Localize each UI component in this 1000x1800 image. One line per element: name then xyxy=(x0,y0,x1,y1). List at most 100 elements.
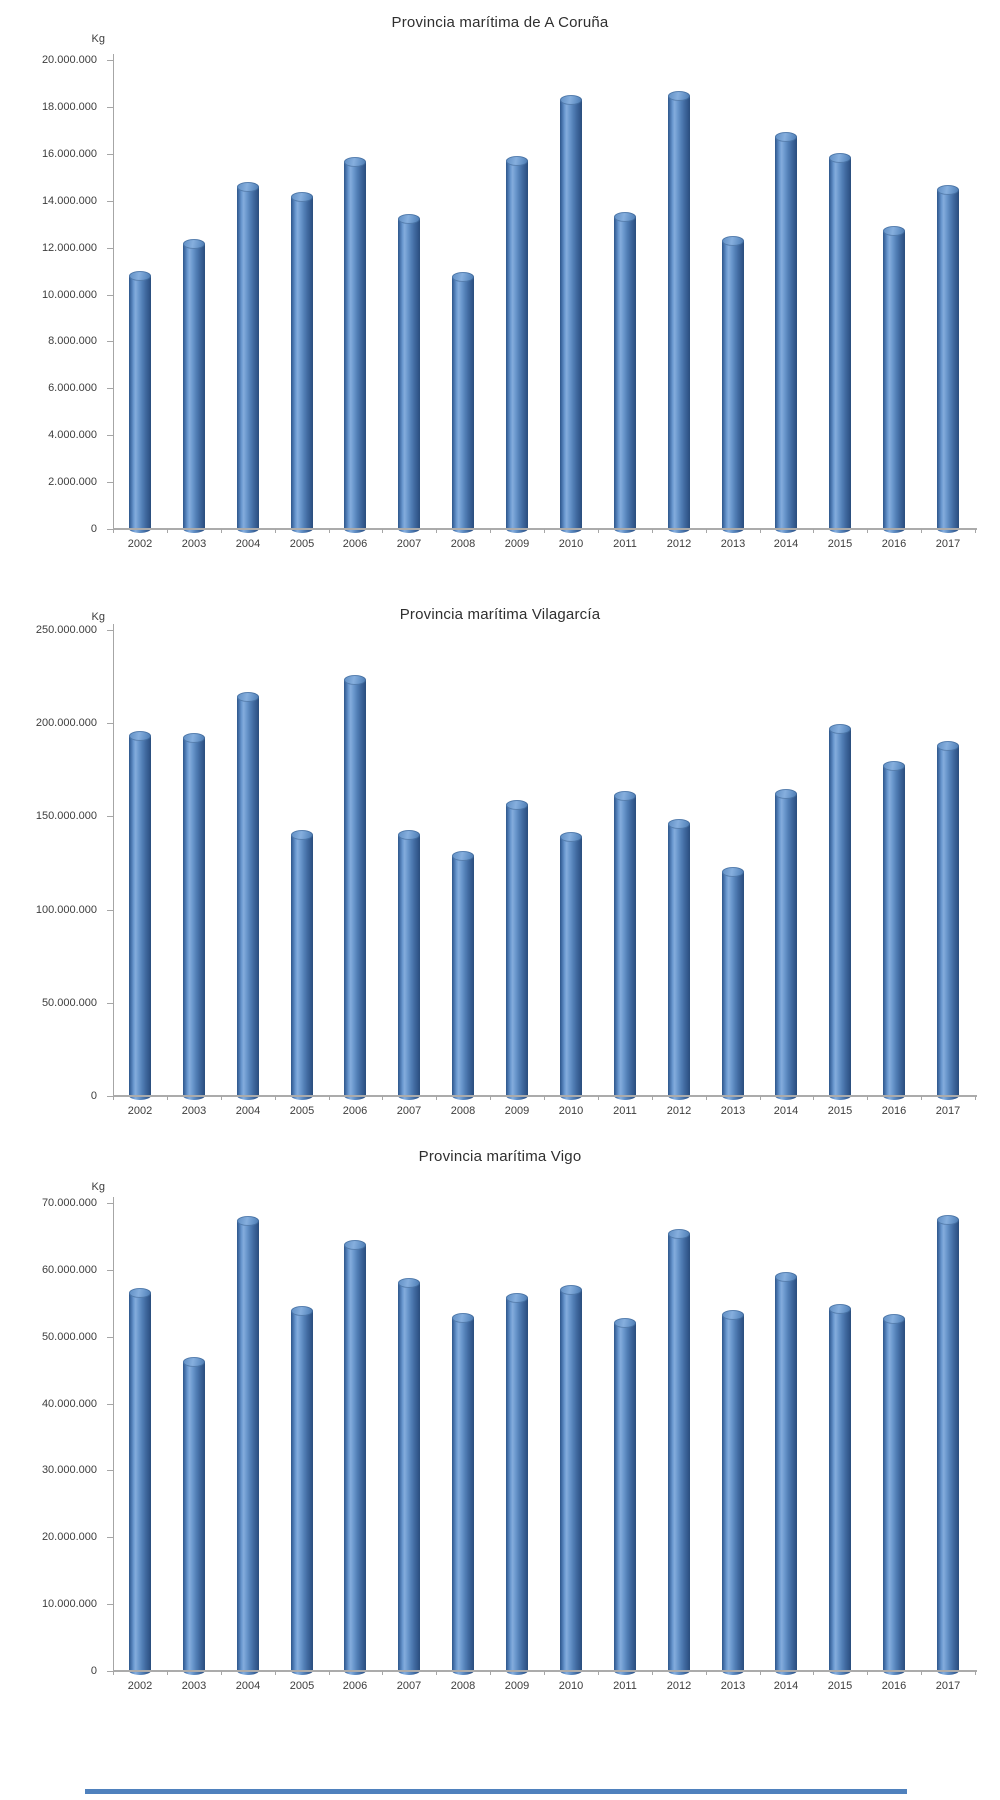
y-axis-line xyxy=(113,1197,114,1671)
bar-cylinder xyxy=(613,791,636,1100)
y-tick-label: 14.000.000 xyxy=(41,195,97,207)
x-axis-tick-mark xyxy=(329,1096,330,1100)
bar-top-cap xyxy=(937,741,960,751)
bar-top-cap xyxy=(613,791,636,801)
bar-top-cap xyxy=(452,1313,475,1323)
x-tick-label: 2012 xyxy=(666,538,692,550)
x-tick-label: 2014 xyxy=(773,1105,799,1117)
bar-cylinder xyxy=(290,830,313,1100)
bar-cylinder xyxy=(559,832,582,1100)
bar-top-cap xyxy=(344,1240,367,1250)
bar-cylinder xyxy=(559,1285,582,1675)
x-tick-label: 2005 xyxy=(289,1680,315,1692)
y-tick-label: 30.000.000 xyxy=(41,1464,97,1476)
bar-cylinder xyxy=(236,182,259,533)
bar-top-cap xyxy=(667,819,690,829)
bar-cylinder xyxy=(344,1240,367,1675)
y-axis-tick-mark xyxy=(107,1537,113,1538)
bar-cylinder xyxy=(559,95,582,533)
y-axis-line xyxy=(113,54,114,529)
y-axis-tick-mark xyxy=(107,60,113,61)
y-tick-label: 50.000.000 xyxy=(41,1331,97,1343)
y-axis-tick-mark xyxy=(107,341,113,342)
x-tick-label: 2017 xyxy=(935,1105,961,1117)
x-tick-label: 2013 xyxy=(720,1680,746,1692)
bar-top-cap xyxy=(506,156,529,166)
bar-top-cap xyxy=(182,1357,205,1367)
y-axis-unit-label: Kg xyxy=(91,33,105,45)
y-tick-label: 10.000.000 xyxy=(41,289,97,301)
bar-top-cap xyxy=(937,1215,960,1225)
bar-cylinder xyxy=(775,1272,798,1675)
bar-cylinder xyxy=(883,226,906,533)
x-tick-label: 2002 xyxy=(127,1680,153,1692)
x-axis-tick-mark xyxy=(867,1671,868,1675)
x-axis-tick-mark xyxy=(275,1671,276,1675)
x-tick-label: 2009 xyxy=(504,1105,530,1117)
y-tick-label: 18.000.000 xyxy=(41,101,97,113)
x-axis-tick-mark xyxy=(275,529,276,533)
x-tick-label: 2016 xyxy=(881,1680,907,1692)
bar-cylinder xyxy=(128,1288,151,1675)
bar-cylinder xyxy=(937,1215,960,1675)
bar-cylinder xyxy=(721,236,744,533)
bar-top-cap xyxy=(559,832,582,842)
x-axis-tick-mark xyxy=(382,1671,383,1675)
bar-cylinder xyxy=(721,867,744,1100)
bar-cylinder xyxy=(398,214,421,533)
x-axis-tick-mark xyxy=(652,1671,653,1675)
x-axis-tick-mark xyxy=(167,1671,168,1675)
x-axis-tick-mark xyxy=(975,1096,976,1100)
x-axis-tick-mark xyxy=(706,529,707,533)
y-axis-tick-mark xyxy=(107,201,113,202)
bar-top-cap xyxy=(182,239,205,249)
y-axis-tick-mark xyxy=(107,1671,113,1672)
y-axis-unit-label: Kg xyxy=(91,611,105,623)
bar-cylinder xyxy=(344,157,367,533)
chart-title: Provincia marítima Vigo xyxy=(418,1148,582,1165)
y-axis-unit-label: Kg xyxy=(91,1181,105,1193)
x-axis-tick-mark xyxy=(382,1096,383,1100)
x-axis-tick-mark xyxy=(113,1671,114,1675)
bottom-divider-line xyxy=(85,1789,907,1794)
bar-top-cap xyxy=(452,272,475,282)
bar-cylinder xyxy=(667,1229,690,1675)
y-tick-label: 50.000.000 xyxy=(41,997,97,1009)
y-axis-tick-mark xyxy=(107,910,113,911)
bar-cylinder xyxy=(775,789,798,1100)
y-tick-label: 20.000.000 xyxy=(41,1531,97,1543)
bar-top-cap xyxy=(613,1318,636,1328)
bar-top-cap xyxy=(829,724,852,734)
bar-top-cap xyxy=(883,226,906,236)
bar-cylinder xyxy=(236,692,259,1100)
bar-top-cap xyxy=(559,1285,582,1295)
x-axis-tick-mark xyxy=(544,1671,545,1675)
chart-a-coruna: Provincia marítima de A Coruña Kg 20.000… xyxy=(0,0,1000,560)
y-tick-label: 6.000.000 xyxy=(48,382,97,394)
x-tick-label: 2008 xyxy=(450,538,476,550)
bar-cylinder xyxy=(937,741,960,1100)
x-axis-tick-mark xyxy=(436,1671,437,1675)
y-tick-label: 250.000.000 xyxy=(35,624,97,636)
bar-cylinder xyxy=(613,1318,636,1675)
bar-top-cap xyxy=(883,761,906,771)
x-axis-tick-mark xyxy=(760,529,761,533)
x-tick-label: 2010 xyxy=(558,538,584,550)
bar-cylinder xyxy=(128,731,151,1100)
bar-top-cap xyxy=(775,789,798,799)
y-axis-tick-mark xyxy=(107,435,113,436)
y-axis-tick-mark xyxy=(107,248,113,249)
x-axis-tick-mark xyxy=(652,529,653,533)
x-axis-line xyxy=(113,528,977,530)
x-tick-label: 2017 xyxy=(935,1680,961,1692)
x-axis-tick-mark xyxy=(490,529,491,533)
y-tick-label: 200.000.000 xyxy=(35,717,97,729)
x-axis-tick-mark xyxy=(113,529,114,533)
bar-top-cap xyxy=(236,182,259,192)
bar-cylinder xyxy=(883,1314,906,1675)
y-axis-tick-mark xyxy=(107,482,113,483)
bar-top-cap xyxy=(398,830,421,840)
x-axis-tick-mark xyxy=(813,1096,814,1100)
x-tick-label: 2007 xyxy=(396,1680,422,1692)
bar-cylinder xyxy=(128,271,151,533)
